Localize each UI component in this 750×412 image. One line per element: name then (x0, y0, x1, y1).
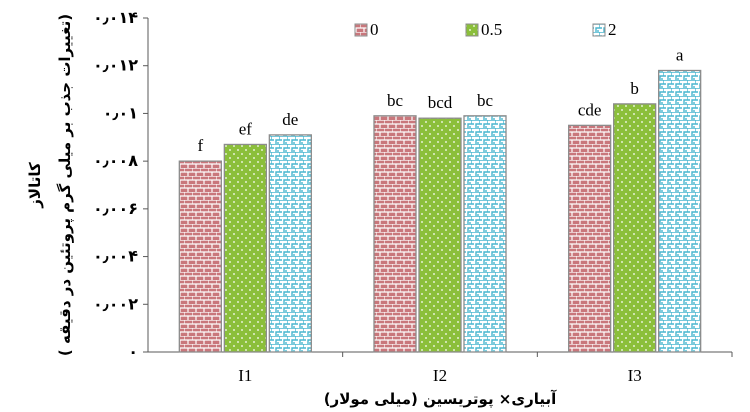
significance-letter: de (282, 110, 298, 129)
legend-label: 0.5 (481, 20, 502, 39)
legend-swatch (465, 23, 479, 37)
axis-titles: آبیاری× پوتریسین (میلی مولار) کاتالاز ( تغ… (26, 14, 557, 409)
chart-axes: ۰ ۰٫۰۰۲ ۰٫۰۰۴ ۰٫۰۰۶ ۰٫۰۰۸ ۰٫۰۱ ۰٫۰۱۲ ۰٫۰۱۴ I1 I2 I… (93, 8, 733, 385)
y-tick-label: ۰٫۰۰۴ (93, 247, 138, 266)
significance-letter: b (630, 79, 639, 98)
y-tick-label: ۰٫۰۰۸ (93, 151, 138, 170)
x-tick-label: I1 (238, 366, 252, 385)
bar (613, 103, 657, 353)
y-axis-subtitle: ( تغییرات جذب بر میلی گرم پروتئین در دقی… (56, 14, 75, 356)
y-tick-label: ۰ (128, 342, 138, 361)
bar (373, 115, 417, 353)
legend-label: 0 (370, 20, 379, 39)
bar (268, 134, 312, 353)
legend: 0 0.5 2 (354, 20, 617, 39)
y-tick-label: ۰٫۰۱۲ (93, 56, 138, 75)
x-tick-label: I2 (433, 366, 447, 385)
y-axis-title: کاتالاز (26, 162, 44, 209)
bar (418, 117, 462, 353)
significance-letter: cde (578, 100, 602, 119)
significance-letter: bc (387, 91, 404, 110)
bar-group (178, 69, 702, 353)
x-tick-label: I3 (628, 366, 642, 385)
data-labels: f ef de bc bcd bc cde b a (197, 45, 683, 155)
x-axis-title: آبیاری× پوتریسین (میلی مولار) (324, 390, 557, 409)
y-tick-label: ۰٫۰۱ (103, 103, 138, 122)
y-tick-label: ۰٫۰۰۲ (93, 294, 138, 313)
bar (463, 115, 507, 353)
legend-label: 2 (608, 20, 617, 39)
significance-letter: bcd (428, 93, 453, 112)
significance-letter: a (676, 45, 684, 64)
y-tick-label: ۰٫۰۰۶ (93, 199, 138, 218)
significance-letter: f (197, 136, 203, 155)
significance-letter: bc (477, 91, 494, 110)
bar (178, 160, 222, 353)
significance-letter: ef (239, 119, 253, 138)
y-tick-label: ۰٫۰۱۴ (93, 8, 138, 27)
bar (658, 69, 702, 353)
bar (223, 143, 267, 353)
bar (568, 124, 612, 353)
legend-swatch (354, 23, 368, 37)
legend-swatch (592, 23, 606, 37)
